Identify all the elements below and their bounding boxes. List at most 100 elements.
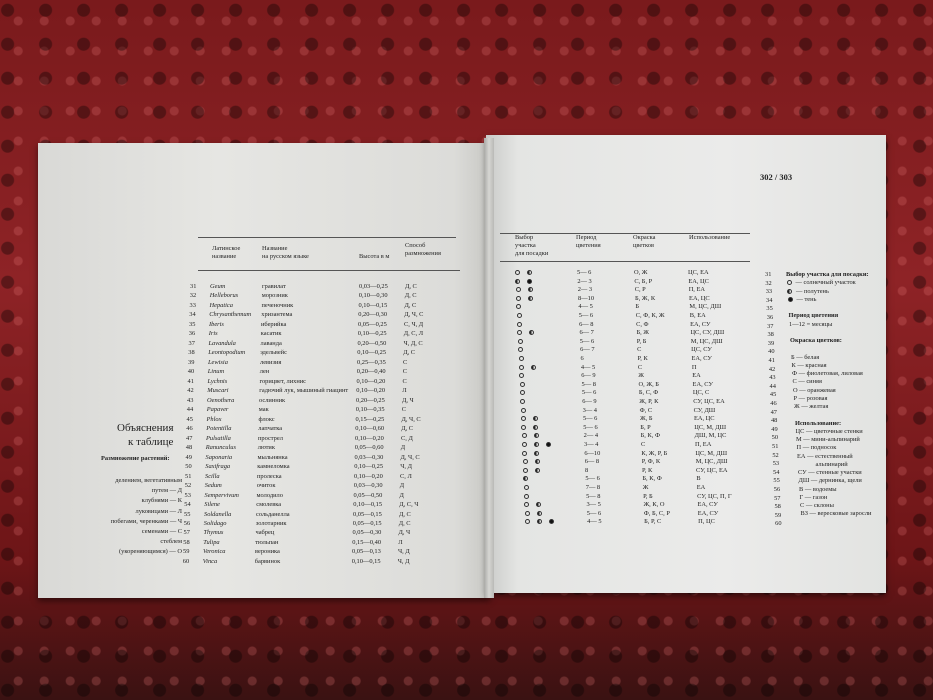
legend-text: Период цветения	[788, 312, 839, 320]
usage: СУ, ЦС, П, Г	[697, 492, 732, 500]
sun-circle-icon	[517, 321, 523, 327]
shade-circle-icon	[549, 519, 555, 525]
site-icons	[516, 295, 540, 303]
table-top-rule	[198, 237, 456, 238]
russian-name: горицвет, лихнис	[259, 377, 307, 385]
legend-entry: Г — газон	[800, 494, 828, 502]
half-shade-circle-icon	[529, 330, 535, 336]
flowering-period: 2— 3	[577, 277, 592, 285]
height: 0,10—0,15	[358, 301, 388, 309]
site-icons	[523, 467, 547, 475]
row-number: 49	[771, 425, 778, 433]
height: 0,25—0,35	[357, 358, 386, 366]
legend-entry: Период цветения	[789, 312, 839, 320]
propagation-method: Д, С	[404, 292, 417, 300]
half-shade-circle-icon	[536, 510, 542, 516]
flowering-period: 6— 9	[581, 372, 596, 380]
flowering-period: 6	[580, 355, 584, 362]
sun-circle-icon	[523, 485, 529, 491]
usage: ЕА	[696, 484, 706, 491]
propagation-method: Ч, Д, С	[403, 339, 423, 347]
legend-entry: — солнечный участок	[786, 279, 856, 287]
height: 0,05—0,60	[354, 444, 384, 452]
row-number: 37	[188, 339, 195, 347]
site-icons	[519, 372, 531, 380]
row-number: 44	[769, 382, 776, 390]
latin-name: Chrysanthemum	[209, 311, 252, 319]
flower-color: С, Р	[634, 286, 646, 294]
russian-name: молодило	[256, 491, 283, 499]
header-site-1: Выбор	[515, 234, 534, 241]
latin-name: Soldanella	[204, 510, 232, 518]
height: 0,03—0,25	[359, 283, 388, 290]
sun-circle-icon	[515, 270, 520, 276]
height: 0,20—0,30	[358, 311, 388, 319]
flowering-period: 5— 6	[579, 337, 595, 345]
site-icons	[521, 424, 545, 432]
russian-name: печеночник	[261, 301, 294, 309]
legend-text: Использование:	[795, 419, 842, 427]
height: 0,10—0,35	[355, 406, 385, 414]
propagation-method: Л	[398, 538, 403, 546]
half-shade-circle-icon	[787, 288, 792, 294]
propagation-method: Д, Ч	[402, 396, 414, 404]
table-header-rule	[198, 270, 460, 271]
site-icons	[523, 475, 535, 483]
half-shade-circle-icon	[527, 270, 532, 276]
row-number: 49	[185, 453, 192, 461]
usage: ЦС, ЕА	[688, 269, 709, 276]
site-icons	[521, 432, 546, 440]
flowering-period: 4— 5	[578, 303, 593, 311]
flowering-period: 3— 4	[584, 441, 599, 448]
usage: ЦС, М, ДШ	[695, 449, 728, 457]
legend-text: Б — белая	[791, 353, 820, 361]
row-number: 54	[773, 468, 780, 476]
sun-circle-icon	[525, 519, 531, 525]
site-icons	[522, 441, 558, 449]
explanations-title: Объяснения	[117, 422, 174, 434]
header-color-1: Окраска	[633, 234, 656, 241]
height: 0,03—0,30	[353, 482, 383, 490]
latin-name: Tulipa	[203, 538, 220, 546]
usage: ЕА	[692, 372, 701, 380]
row-number: 48	[770, 417, 778, 425]
row-number: 39	[188, 358, 195, 366]
sun-circle-icon	[520, 416, 526, 422]
russian-name: гравилат	[262, 283, 286, 290]
propagation-line: путем — Д	[151, 487, 182, 495]
propagation-line: побегами, черенками — Ч	[110, 517, 182, 525]
row-number: 59	[183, 548, 190, 556]
usage: ЕА, СУ	[690, 320, 711, 328]
flower-color: Б, Ж, К	[635, 294, 656, 302]
half-shade-circle-icon	[527, 287, 533, 293]
height: 0,10—0,15	[351, 557, 381, 565]
russian-name: камнеломка	[257, 463, 290, 471]
usage: СУ, ДШ	[693, 406, 716, 414]
flowering-period: 8—10	[578, 294, 595, 302]
flower-color: Р, К	[642, 466, 653, 474]
legend-entry: — полутень	[787, 288, 829, 296]
usage: ЕА, ЦС	[688, 277, 709, 285]
usage: ЦС, СУ	[691, 346, 712, 354]
usage: П, ЦС	[698, 518, 715, 526]
usage: ЦС, М, ДШ	[694, 423, 727, 431]
propagation-method: С	[403, 358, 408, 366]
propagation-method: Д, Ч, С	[401, 415, 421, 423]
russian-name: лютик	[257, 444, 275, 452]
usage: П, ЕА	[688, 286, 706, 294]
sun-circle-icon	[518, 347, 524, 353]
propagation-method: С, Ч, Д	[404, 320, 424, 328]
site-icons	[524, 501, 548, 509]
site-icons	[524, 510, 549, 518]
flower-color: Ж, Р, К	[639, 398, 659, 405]
flowering-period: 3— 5	[586, 501, 601, 509]
legend-entry: ЦС — цветочные стенки	[796, 428, 863, 436]
half-shade-circle-icon	[537, 519, 543, 525]
russian-name: касатик	[260, 330, 282, 338]
flowering-period: 3— 4	[582, 406, 597, 414]
propagation-method: С	[402, 368, 408, 376]
site-icons	[517, 338, 530, 346]
site-icons	[519, 381, 532, 389]
site-icons	[518, 346, 530, 354]
sun-circle-icon	[519, 390, 525, 396]
